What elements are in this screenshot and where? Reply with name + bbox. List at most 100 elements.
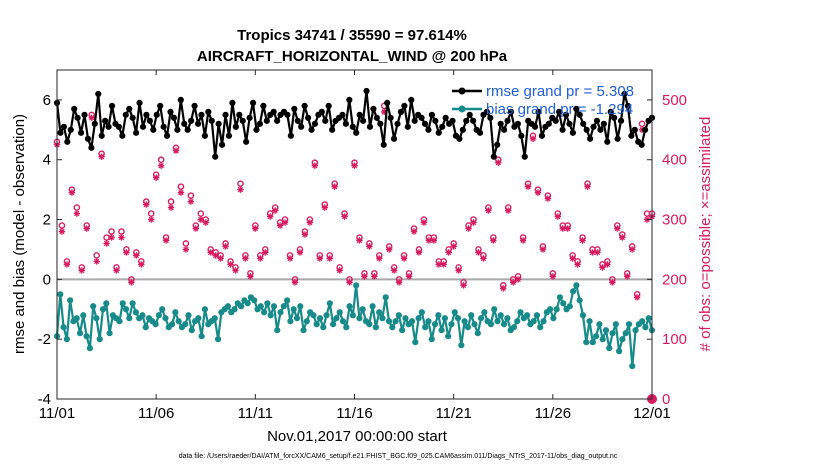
bias-point [162, 315, 169, 322]
bias-point [330, 321, 337, 328]
rmse-point [133, 129, 140, 136]
rmse-point [294, 117, 301, 124]
obs-assimilated-point [138, 261, 145, 268]
bias-point [606, 345, 613, 352]
bias-point [372, 324, 379, 331]
bias-point [359, 306, 366, 313]
obs-assimilated-point [519, 237, 527, 244]
rmse-point [342, 120, 350, 127]
bias-point [379, 315, 386, 322]
rmse-point [349, 123, 356, 130]
bias-point [514, 318, 521, 325]
rmse-point [215, 120, 222, 127]
bias-point [214, 336, 222, 343]
bias-point [464, 324, 472, 331]
rmse-point [531, 123, 539, 130]
rmse-point [470, 117, 477, 124]
bias-point [402, 315, 409, 322]
bias-point [445, 333, 452, 340]
obs-assimilated-point [58, 228, 66, 235]
rmse-point [559, 126, 566, 133]
rmse-point [370, 105, 377, 112]
rmse-point [373, 114, 380, 121]
rmse-point [57, 129, 64, 136]
rmse-point [487, 114, 494, 121]
y-right-tick-label: 500 [662, 92, 687, 109]
y-tick-label: -2 [38, 331, 51, 348]
obs-assimilated-point [485, 207, 492, 214]
bias-point [159, 306, 166, 313]
obs-assimilated-point [148, 216, 155, 223]
bias-point [99, 306, 107, 313]
bias-point [237, 303, 245, 310]
bias-point [116, 318, 123, 325]
obs-assimilated-point [415, 249, 423, 256]
rmse-point [501, 126, 508, 133]
y-tick-label: -4 [38, 391, 51, 408]
rmse-point [507, 108, 515, 115]
rmse-point [514, 120, 521, 127]
rmse-point [126, 105, 133, 112]
rmse-point [600, 120, 607, 127]
bias-point [422, 324, 429, 331]
obs-possible-point [638, 120, 646, 128]
obs-assimilated-point [291, 279, 299, 286]
obs-assimilated-point [123, 249, 130, 256]
rmse-point [380, 141, 387, 148]
y-right-tick-label: 0 [662, 391, 670, 408]
rmse-point [301, 102, 308, 109]
obs-assimilated-point [162, 237, 170, 244]
obs-assimilated-point [128, 279, 135, 286]
rmse-point [504, 117, 511, 124]
rmse-point [191, 102, 198, 109]
rmse-point [359, 117, 367, 124]
obs-assimilated-point [83, 225, 90, 232]
bias-point [458, 342, 465, 349]
obs-assimilated-point [341, 213, 348, 220]
bias-point [583, 339, 590, 346]
rmse-point [88, 144, 95, 151]
obs-assimilated-point [544, 195, 552, 202]
obs-assimilated-point [480, 255, 487, 262]
bias-point [632, 327, 639, 334]
bias-point [316, 315, 324, 322]
rmse-point [573, 105, 580, 112]
bias-point [546, 306, 554, 313]
obs-possible-point [197, 210, 205, 217]
rmse-point [174, 126, 181, 133]
rmse-point [642, 126, 649, 133]
rmse-point [157, 102, 164, 109]
bias-point [182, 321, 189, 328]
x-tick-label: 11/11 [238, 405, 273, 422]
obs-assimilated-point [604, 261, 611, 268]
rmse-point [562, 111, 570, 118]
bias-point [441, 315, 449, 322]
obs-assimilated-point [500, 285, 507, 292]
obs-assimilated-point [118, 234, 125, 241]
bias-point [211, 315, 218, 322]
rmse-point [425, 126, 432, 133]
rmse-point [363, 87, 370, 95]
rmse-point [81, 111, 88, 118]
bias-point [172, 309, 179, 316]
bias-point [73, 315, 80, 322]
obs-assimilated-point [167, 204, 175, 211]
obs-assimilated-point [574, 261, 581, 268]
bias-point [188, 327, 195, 334]
obs-assimilated-point [628, 246, 636, 253]
x-tick-label: 11/16 [336, 405, 372, 422]
rmse-point [325, 102, 332, 109]
obs-assimilated-point [212, 252, 219, 259]
rmse-point [418, 114, 425, 121]
rmse-point [490, 153, 497, 160]
rmse-point [614, 135, 621, 142]
obs-assimilated-point [609, 279, 616, 286]
rmse-point [590, 123, 597, 130]
bias-point [356, 315, 363, 322]
obs-assimilated-point [222, 243, 229, 250]
rmse-point [105, 123, 112, 130]
rmse-point [617, 117, 625, 124]
obs-assimilated-point [281, 219, 289, 226]
bias-point [323, 312, 330, 319]
rmse-point [150, 126, 157, 133]
